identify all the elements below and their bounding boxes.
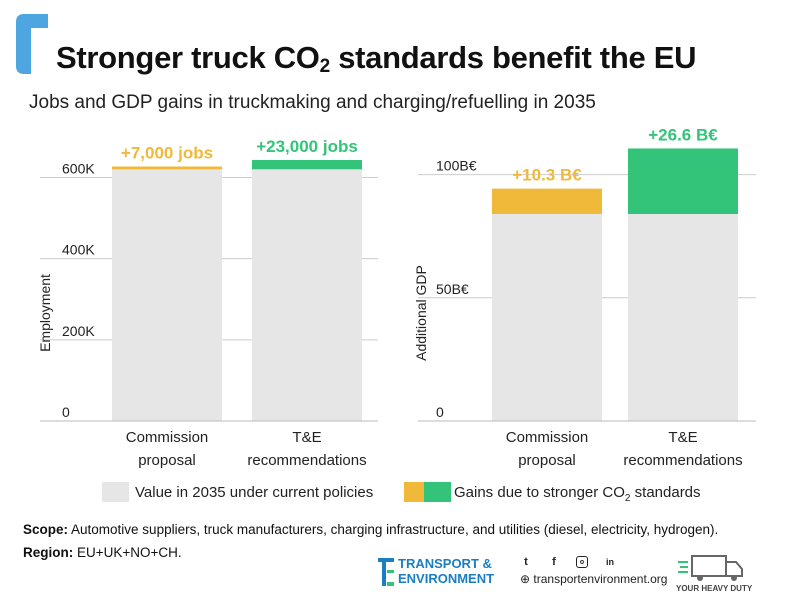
jobs-y-axis-label: Employment — [37, 274, 53, 352]
jobs-bar-gain-0 — [112, 166, 222, 170]
jobs-ytick-label: 600K — [62, 160, 95, 176]
gdp-ytick-label: 0 — [436, 404, 444, 420]
gdp-category-label-1-line1: T&E — [668, 429, 697, 446]
website-link[interactable]: ⊕ transportenvironment.org — [520, 572, 668, 586]
charts-area: 0 200K 400K 600K Employment +7,000 jobs Commis… — [37, 125, 756, 469]
gdp-gain-label-1: +26.6 B€ — [648, 125, 718, 144]
social-links: t f o in ⊕ transportenvironment.org — [520, 556, 670, 590]
jobs-ytick-label: 0 — [62, 404, 70, 420]
jobs-gain-label-0: +7,000 jobs — [121, 144, 213, 163]
legend-label-gain: Gains due to stronger CO2 standards — [454, 484, 701, 504]
jobs-bar-gain-1 — [252, 160, 362, 170]
te-logo-icon — [378, 558, 394, 586]
jobs-category-label-0-line2: proposal — [138, 452, 196, 469]
jobs-ytick-label: 200K — [62, 323, 95, 339]
brand-corner-logo — [16, 14, 48, 74]
twitter-icon[interactable]: t — [524, 556, 528, 568]
truck-icon — [678, 555, 743, 581]
linkedin-icon[interactable]: in — [606, 557, 614, 567]
jobs-bar-base-1 — [252, 169, 362, 421]
page-subtitle: Jobs and GDP gains in truckmaking and ch… — [29, 92, 596, 113]
gdp-y-axis-label: Additional GDP — [413, 265, 429, 361]
jobs-category-label-0-line1: Commission — [126, 429, 209, 446]
legend: Value in 2035 under current policies Gai… — [0, 482, 796, 504]
jobs-category-label-1-line2: recommendations — [247, 452, 366, 469]
facebook-icon[interactable]: f — [552, 556, 556, 568]
gdp-bar-gain-0 — [492, 188, 602, 214]
campaign-label: YOUR HEAVY DUTY — [676, 584, 753, 593]
your-heavy-duty-logo: YOUR HEAVY DUTY — [676, 552, 753, 596]
globe-icon: ⊕ — [520, 572, 531, 586]
gdp-ytick-label: 50B€ — [436, 281, 469, 297]
jobs-bar-base-0 — [112, 169, 222, 421]
footer-region: Region: EU+UK+NO+CH. — [23, 545, 182, 560]
legend-swatch-te-gain — [424, 482, 451, 502]
gdp-ytick-label: 100B€ — [436, 158, 477, 174]
instagram-icon[interactable]: o — [576, 556, 588, 568]
gdp-category-label-1-line2: recommendations — [623, 452, 742, 469]
gdp-gain-label-0: +10.3 B€ — [512, 166, 582, 185]
gdp-bar-base-0 — [492, 214, 602, 421]
legend-swatch-base — [102, 482, 129, 502]
gdp-category-label-0-line2: proposal — [518, 452, 576, 469]
te-logo: TRANSPORT & ENVIRONMENT — [378, 556, 518, 590]
gdp-bar-base-1 — [628, 214, 738, 421]
page-title: Stronger truck CO2 standards benefit the… — [56, 40, 697, 77]
jobs-category-label-1-line1: T&E — [292, 429, 321, 446]
footer-scope: Scope: Automotive suppliers, truck manuf… — [23, 522, 719, 537]
gdp-bar-gain-1 — [628, 148, 738, 214]
te-logo-text: TRANSPORT & ENVIRONMENT — [398, 556, 495, 586]
jobs-ytick-label: 400K — [62, 242, 95, 258]
jobs-gain-label-1: +23,000 jobs — [256, 137, 358, 156]
legend-label-base: Value in 2035 under current policies — [135, 484, 374, 501]
gdp-category-label-0-line1: Commission — [506, 429, 589, 446]
